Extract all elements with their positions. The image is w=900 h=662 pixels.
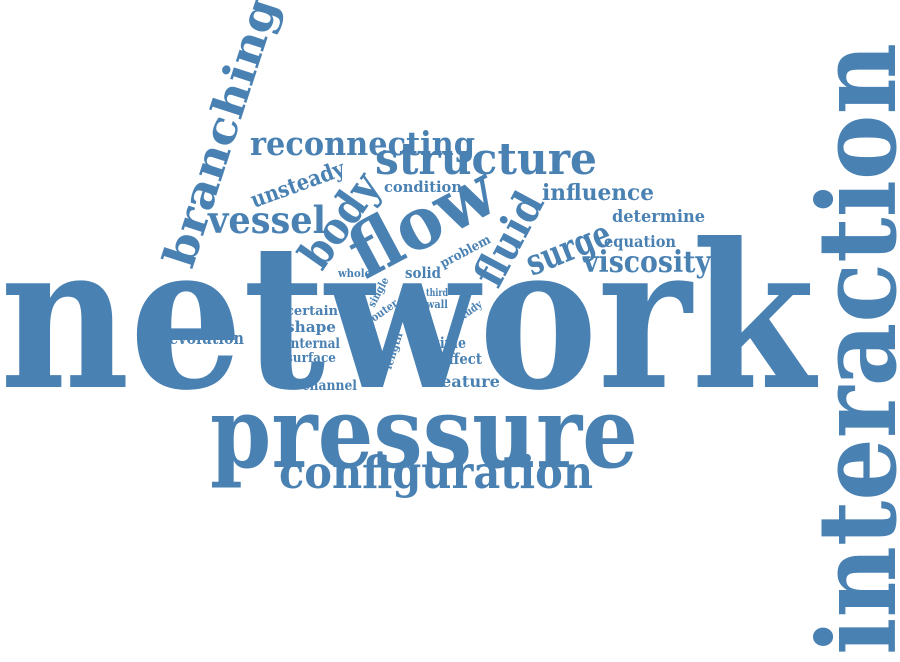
word-surface: surface xyxy=(286,351,336,366)
word-effect: effect xyxy=(440,350,482,368)
word-evolution: evolution xyxy=(169,329,244,349)
word-vessel: vessel xyxy=(207,198,326,242)
word-feature: feature xyxy=(434,372,500,391)
word-interaction: interaction xyxy=(795,43,900,655)
word-internal: internal xyxy=(286,336,340,352)
word-time: time xyxy=(434,334,466,352)
word-equation: equation xyxy=(604,232,676,251)
word-shape: shape xyxy=(286,318,336,336)
word-structure: structure xyxy=(375,134,597,185)
word-pressure: pressure xyxy=(210,376,638,491)
word-wall: wall xyxy=(425,298,448,311)
word-configuration: configuration xyxy=(279,446,593,499)
word-determine: determine xyxy=(612,207,705,227)
word-third: third xyxy=(426,288,448,299)
word-influence: influence xyxy=(542,180,654,206)
word-reconnecting: reconnecting xyxy=(250,124,475,163)
word-network: network xyxy=(0,200,818,435)
word-viscosity: viscosity xyxy=(582,245,712,280)
word-certain: certain xyxy=(286,304,339,319)
word-solid: solid xyxy=(405,264,441,282)
word-condition: condition xyxy=(384,178,462,196)
word-channel: channel xyxy=(302,378,357,394)
word-whole: whole xyxy=(337,267,371,280)
